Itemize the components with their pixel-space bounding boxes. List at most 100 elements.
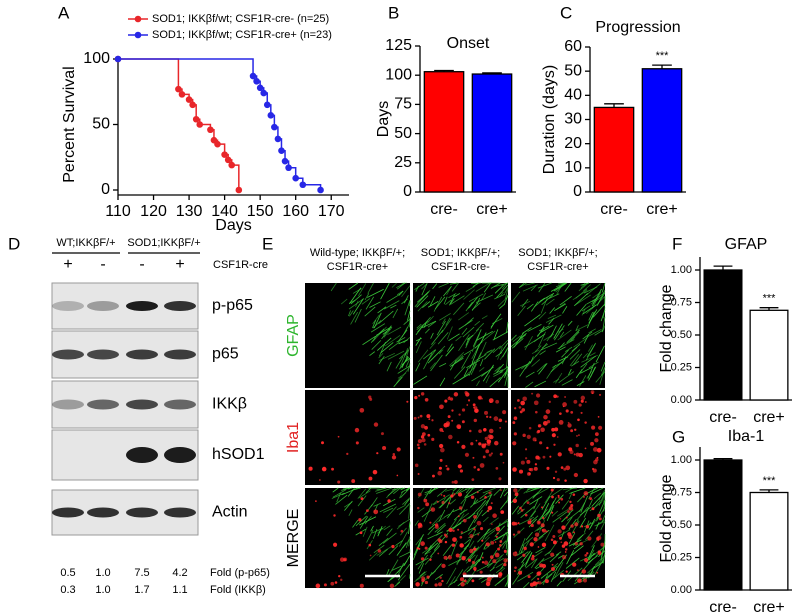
gfap-fiber <box>588 344 593 352</box>
iba1-cell <box>580 399 584 403</box>
gfap-fiber <box>464 539 471 545</box>
bar <box>471 73 513 193</box>
gfap-fiber <box>468 504 483 520</box>
y-tick-label: 0.75 <box>671 296 692 308</box>
x-tick-label: 150 <box>247 203 274 220</box>
iba1-cell <box>550 552 555 557</box>
iba1-cell <box>321 466 327 472</box>
gfap-fiber <box>415 570 427 581</box>
gfap-fiber <box>553 323 563 339</box>
gfap-fiber <box>569 354 580 366</box>
gfap-fiber <box>489 377 501 388</box>
iba1-cell <box>418 394 421 397</box>
panel-letter: D <box>8 234 20 253</box>
iba1-cell <box>488 428 494 434</box>
gfap-fiber <box>597 292 606 306</box>
panel-letter: E <box>262 234 273 253</box>
gfap-fiber <box>395 375 402 384</box>
gfap-fiber <box>484 543 492 550</box>
gfap-fiber <box>438 349 444 355</box>
iba1-cell <box>446 467 450 471</box>
iba1-cell <box>453 480 458 484</box>
iba1-cell <box>354 427 360 433</box>
gfap-fiber <box>430 332 434 339</box>
iba1-cell <box>373 509 379 515</box>
iba1-cell <box>573 399 578 404</box>
iba1-cell <box>461 408 466 412</box>
gfap-fiber <box>386 568 390 576</box>
iba1-cell <box>536 571 541 576</box>
iba1-cell <box>503 558 508 563</box>
band <box>164 507 196 518</box>
iba1-cell <box>489 416 492 419</box>
iba1-cell <box>448 434 453 440</box>
iba1-cell <box>434 524 439 529</box>
iba1-cell <box>396 474 399 477</box>
gfap-fiber <box>511 505 520 515</box>
iba1-cell <box>591 467 595 471</box>
iba1-cell <box>513 488 518 493</box>
iba1-cell <box>503 563 507 567</box>
iba1-cell <box>581 569 587 574</box>
gfap-fiber <box>383 507 394 513</box>
y-tick-label: 60 <box>564 38 582 55</box>
iba1-cell <box>469 533 474 539</box>
gfap-fiber <box>521 499 528 507</box>
iba1-cell <box>487 434 493 439</box>
gfap-fiber <box>530 285 537 292</box>
gfap-fiber <box>364 504 373 515</box>
gfap-fiber <box>529 496 543 505</box>
gfap-fiber <box>525 558 537 569</box>
gfap-fiber <box>479 341 487 358</box>
gfap-fiber <box>533 499 539 510</box>
iba1-cell <box>421 576 425 581</box>
iba1-cell <box>490 541 495 545</box>
iba1-cell <box>542 516 545 520</box>
gfap-fiber <box>380 342 394 354</box>
gfap-fiber <box>429 545 441 558</box>
iba1-cell <box>591 507 595 511</box>
gfap-fiber <box>530 558 538 569</box>
band <box>164 301 196 311</box>
iba1-cell <box>551 563 554 566</box>
gfap-fiber <box>440 532 449 542</box>
gfap-fiber <box>341 487 351 491</box>
gfap-fiber <box>479 492 488 500</box>
gfap-fiber <box>368 552 378 561</box>
gfap-fiber <box>576 303 587 316</box>
iba1-cell <box>535 393 541 398</box>
iba1-cell <box>560 541 563 543</box>
gfap-fiber <box>378 355 385 365</box>
legend-label: SOD1; IKKβf/wt; CSF1R-cre- (n=25) <box>152 13 329 25</box>
iba1-cell <box>557 496 560 499</box>
iba1-cell <box>417 416 420 419</box>
iba1-cell <box>471 560 476 565</box>
iba1-cell <box>441 563 446 569</box>
gfap-fiber <box>522 284 538 292</box>
iba1-cell <box>428 418 431 420</box>
iba1-cell <box>458 413 461 416</box>
gfap-fiber <box>377 525 386 534</box>
iba1-cell <box>424 546 428 550</box>
iba1-cell <box>424 580 429 585</box>
gfap-fiber <box>586 283 601 296</box>
gfap-fiber <box>394 581 401 587</box>
iba1-cell <box>563 541 569 546</box>
gfap-fiber <box>549 553 559 563</box>
gfap-fiber <box>504 487 509 492</box>
gfap-fiber <box>481 315 488 320</box>
gfap-fiber <box>459 509 466 516</box>
gfap-fiber <box>566 549 575 565</box>
iba1-cell <box>418 547 421 550</box>
gfap-fiber <box>340 298 348 305</box>
iba1-cell <box>537 546 540 548</box>
gfap-fiber <box>557 507 571 517</box>
iba1-cell <box>541 563 547 569</box>
gfap-fiber <box>552 563 559 568</box>
gfap-fiber <box>495 566 504 574</box>
gfap-fiber <box>561 513 571 523</box>
gfap-fiber <box>382 532 397 544</box>
gfap-fiber <box>355 300 359 307</box>
gfap-fiber <box>470 363 477 375</box>
iba1-cell <box>589 497 593 500</box>
